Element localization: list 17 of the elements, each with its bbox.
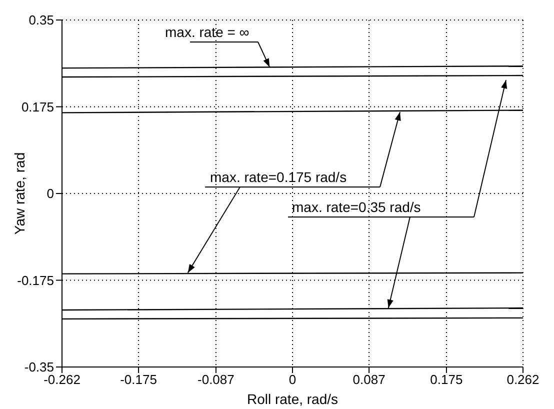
x-tick-label: -0.262 <box>44 372 80 388</box>
y-tick-label: 0.35 <box>28 12 54 28</box>
x-tick-label: -0.175 <box>120 372 157 388</box>
x-tick-label: 0.087 <box>352 372 386 388</box>
y-tick-label: 0 <box>46 186 54 202</box>
x-tick-label: 0.175 <box>430 372 463 388</box>
x-tick-label: -0.087 <box>198 372 234 388</box>
annotation: max. rate=0.35 rad/s <box>292 199 421 215</box>
annotation: max. rate = ∞ <box>165 24 250 40</box>
x-axis-title: Roll rate, rad/s <box>246 391 338 407</box>
y-axis-title: Yaw rate, rad <box>12 152 28 235</box>
y-tick-label: 0.175 <box>21 99 54 114</box>
y-tick-label: -0.175 <box>17 272 54 288</box>
x-tick-label: 0 <box>288 372 296 388</box>
annotation: max. rate=0.175 rad/s <box>210 169 347 185</box>
y-tick-label: -0.35 <box>24 360 54 375</box>
x-tick-label: 0.262 <box>506 372 540 388</box>
